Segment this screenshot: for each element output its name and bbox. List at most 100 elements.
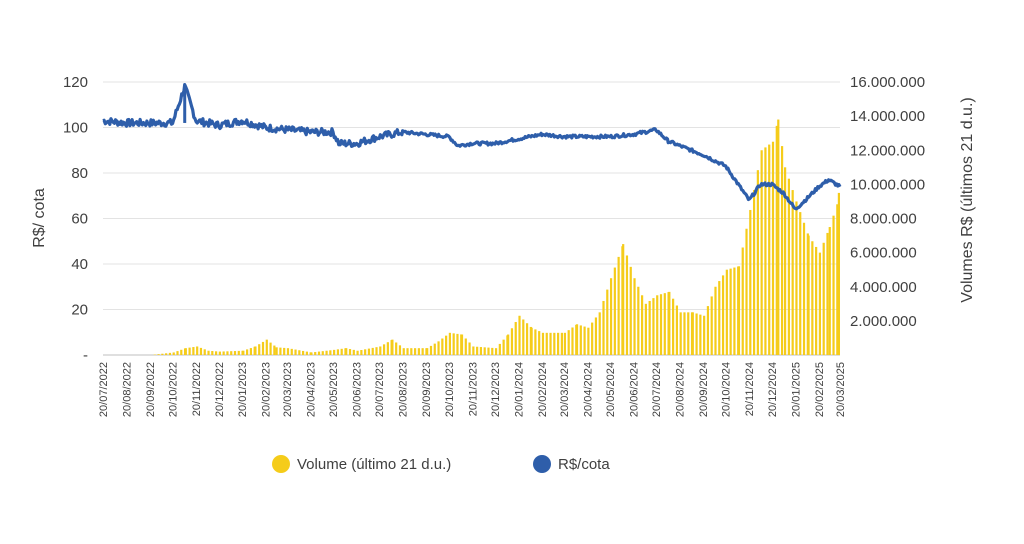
x-tick-label: 20/10/2023	[444, 362, 456, 417]
volume-bar	[538, 331, 540, 355]
volume-bar	[176, 351, 178, 355]
y-left-tick-label: 20	[71, 302, 88, 319]
volume-bar	[273, 346, 275, 355]
volume-bar	[626, 255, 628, 355]
volume-bars	[154, 120, 840, 355]
volume-bar	[310, 352, 312, 355]
x-tick-label: 20/10/2022	[168, 362, 180, 417]
volume-bar	[614, 268, 616, 355]
volume-bar	[730, 269, 732, 355]
volume-bar	[599, 312, 601, 355]
volume-bar	[583, 327, 585, 355]
volume-bar	[484, 347, 486, 355]
volume-bar	[649, 301, 651, 355]
volume-bar	[219, 352, 221, 355]
volume-bar	[811, 241, 813, 355]
volume-bar	[630, 267, 632, 355]
volume-bar	[687, 312, 689, 355]
x-tick-label: 20/01/2024	[513, 362, 525, 417]
volume-bar	[173, 352, 175, 355]
y-right-tick-label: 8.000.000	[850, 211, 917, 228]
volume-bar	[781, 146, 783, 355]
volume-bar	[633, 278, 635, 355]
y-left-tick-label: 120	[63, 74, 88, 91]
volume-bar	[287, 348, 289, 355]
x-tick-label: 20/12/2024	[767, 362, 779, 417]
volume-bar	[360, 350, 362, 355]
volume-bar	[204, 349, 206, 355]
volume-bar	[487, 348, 489, 355]
volume-bar	[714, 287, 716, 355]
volume-bar	[189, 348, 191, 355]
volume-bar	[660, 294, 662, 355]
volume-bar	[403, 348, 405, 355]
volume-bar	[368, 349, 370, 355]
volume-bar	[753, 190, 755, 355]
volume-bar	[656, 295, 658, 355]
volume-bar	[610, 278, 612, 355]
volume-bar	[226, 351, 228, 355]
volume-bar	[157, 354, 159, 355]
x-tick-label: 20/08/2022	[121, 362, 133, 417]
x-tick-label: 20/02/2024	[537, 362, 549, 417]
volume-bar	[246, 349, 248, 355]
volume-bar	[234, 351, 236, 355]
x-tick-label: 20/04/2024	[582, 362, 594, 417]
volume-bar	[622, 244, 624, 355]
volume-bar	[414, 348, 416, 355]
volume-bar	[699, 315, 701, 355]
volume-bar	[426, 348, 428, 355]
volume-bar	[223, 351, 225, 355]
x-tick-label: 20/04/2023	[305, 362, 317, 417]
volume-bar	[564, 333, 566, 355]
volume-bar	[294, 350, 296, 355]
volume-bar	[476, 347, 478, 355]
volume-bar	[375, 347, 377, 355]
volume-bar	[258, 344, 260, 355]
volume-bar	[395, 342, 397, 355]
volume-bar	[695, 313, 697, 355]
volume-bar	[364, 349, 366, 355]
volume-bar	[333, 350, 335, 355]
x-tick-label: 20/05/2024	[605, 362, 617, 417]
volume-bar	[262, 342, 264, 355]
volume-bar	[618, 257, 620, 355]
volume-bar	[480, 347, 482, 355]
volume-bar	[441, 339, 443, 355]
volume-bar	[749, 210, 751, 355]
x-tick-label: 20/02/2023	[261, 362, 273, 417]
y-left-tick-label: 40	[71, 256, 88, 273]
volume-bar	[200, 348, 202, 355]
volume-bar	[325, 351, 327, 355]
volume-bar	[410, 348, 412, 355]
volume-bar	[561, 333, 563, 355]
x-tick-label: 20/06/2024	[628, 362, 640, 417]
volume-bar	[503, 340, 505, 355]
volume-bar	[792, 190, 794, 355]
volume-bar	[772, 142, 774, 355]
volume-bar	[676, 306, 678, 355]
volume-bar	[757, 170, 759, 355]
volume-bar	[777, 120, 779, 355]
volume-bar	[468, 342, 470, 355]
volume-bar	[353, 350, 355, 355]
volume-bar	[680, 312, 682, 355]
volume-bar	[511, 328, 513, 355]
volume-bar	[745, 229, 747, 355]
volume-bar	[383, 344, 385, 355]
volume-bar	[434, 344, 436, 355]
x-tick-label: 20/03/2024	[559, 362, 571, 417]
y-left-tick-label: -	[83, 347, 88, 364]
volume-bar	[692, 312, 694, 355]
volume-bar	[718, 281, 720, 355]
x-tick-label: 20/11/2023	[467, 362, 479, 416]
volume-bar	[337, 349, 339, 355]
x-tick-label: 20/08/2024	[675, 362, 687, 417]
volume-bar	[322, 351, 324, 355]
volume-bar	[266, 340, 268, 355]
volume-bar	[472, 346, 474, 355]
volume-bar	[522, 319, 524, 355]
y-left-tick-label: 100	[63, 120, 88, 137]
